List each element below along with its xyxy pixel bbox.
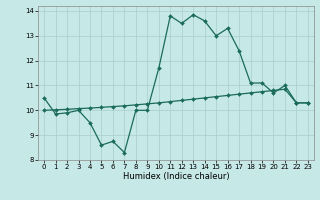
X-axis label: Humidex (Indice chaleur): Humidex (Indice chaleur) — [123, 172, 229, 181]
